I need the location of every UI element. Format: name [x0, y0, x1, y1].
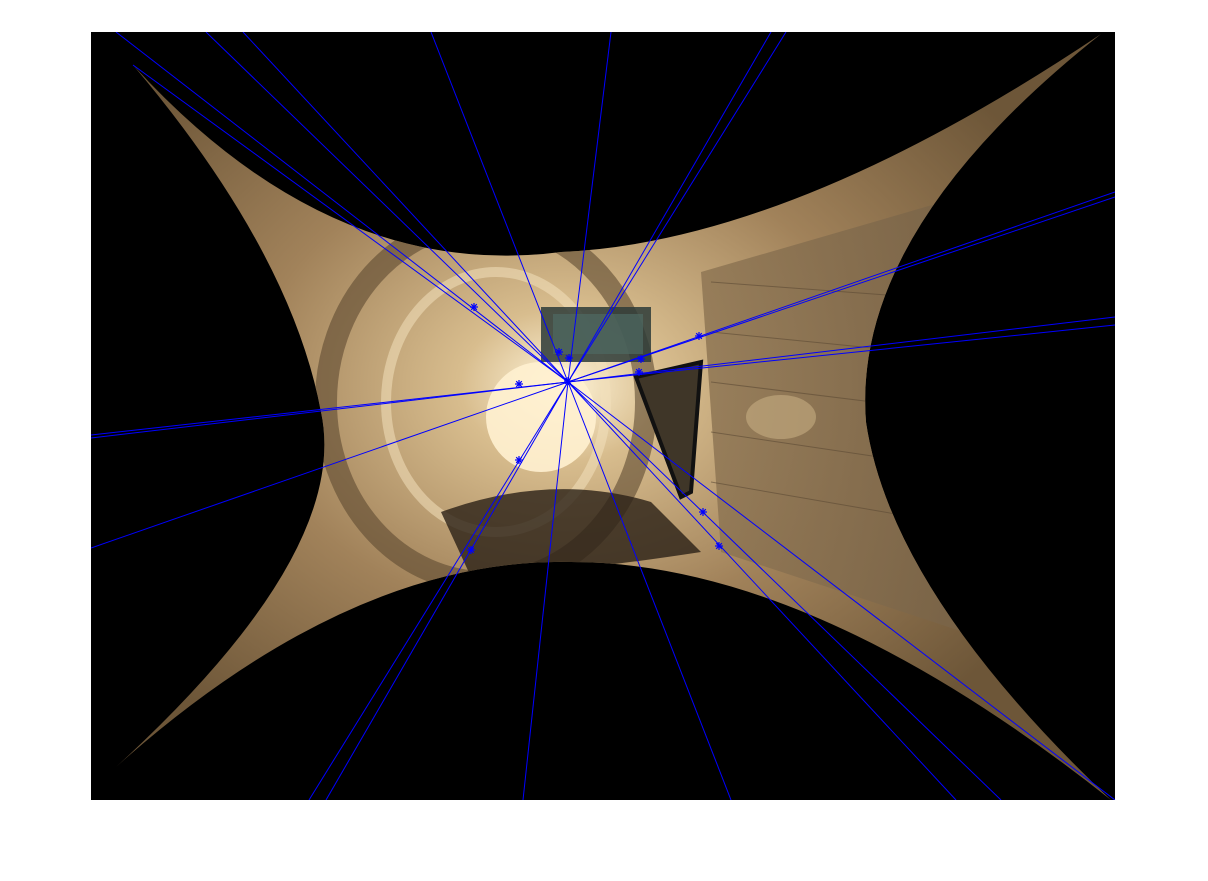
feature-markers: [467, 303, 723, 554]
line-2: [205, 32, 569, 383]
line-22: [132, 64, 569, 383]
line-18: [308, 381, 569, 800]
line-19: [91, 381, 569, 549]
line-10: [567, 316, 1115, 383]
feature-marker: [467, 546, 475, 554]
feature-marker: [515, 456, 523, 464]
image-axes: [91, 32, 1115, 800]
feature-marker: [695, 332, 703, 340]
line-13: [567, 381, 1002, 800]
line-3: [242, 32, 569, 383]
feature-marker: [555, 348, 563, 356]
line-1: [115, 32, 569, 383]
line-17: [325, 381, 569, 800]
line-12: [567, 381, 1115, 800]
line-15: [567, 381, 732, 800]
feature-marker: [699, 508, 707, 516]
line-5: [567, 32, 612, 383]
vanishing-lines: [91, 32, 1115, 800]
feature-marker: [515, 380, 523, 388]
line-4: [430, 32, 569, 383]
feature-marker: [470, 303, 478, 311]
feature-marker: [565, 354, 573, 362]
line-14: [567, 381, 957, 800]
line-8: [567, 191, 1115, 383]
feature-marker: [715, 542, 723, 550]
feature-marker: [564, 377, 572, 385]
rectified-image: [91, 32, 1115, 800]
feature-marker: [637, 355, 645, 363]
line-7: [567, 32, 787, 383]
line-6: [567, 32, 772, 383]
line-9: [567, 196, 1115, 383]
feature-marker: [635, 368, 643, 376]
line-11: [567, 324, 1115, 383]
line-16: [522, 381, 569, 800]
line-21: [91, 381, 569, 439]
